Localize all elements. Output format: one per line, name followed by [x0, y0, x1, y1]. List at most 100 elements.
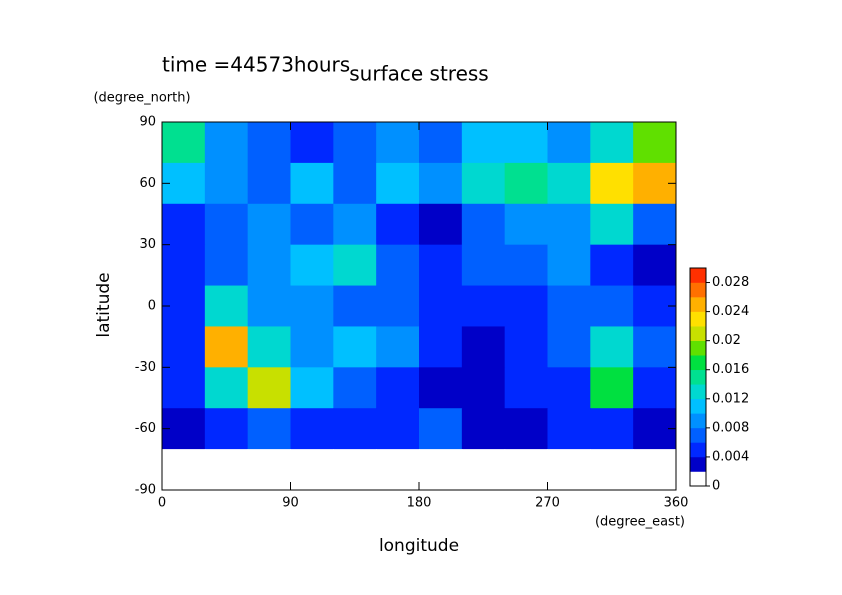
cell [290, 203, 334, 246]
cell [333, 449, 377, 491]
cell [290, 408, 334, 450]
cell [290, 162, 334, 205]
cell [547, 326, 591, 368]
cell [504, 244, 548, 287]
cell [461, 285, 506, 327]
cell [504, 367, 548, 409]
cell [547, 244, 591, 287]
colorbar-swatch [690, 398, 706, 414]
cell [247, 203, 291, 246]
cell [204, 162, 249, 205]
cell [162, 367, 206, 409]
cell [247, 285, 291, 327]
y-tick-label: 30 [139, 237, 156, 252]
cell [633, 326, 677, 368]
cell [204, 244, 249, 287]
cell [376, 326, 420, 368]
cell [461, 122, 506, 164]
y-tick-label: 60 [139, 176, 156, 191]
colorbar-tick-label: 0.02 [712, 333, 741, 348]
cell [504, 408, 548, 450]
cell [247, 122, 291, 164]
x-axis-title: longitude [379, 536, 459, 556]
colorbar-swatch [690, 311, 706, 327]
cell [290, 244, 334, 287]
cell [247, 367, 291, 409]
cell [590, 122, 634, 164]
cell [547, 285, 591, 327]
colorbar-swatch [690, 471, 706, 487]
cell [162, 244, 206, 287]
cell [461, 408, 506, 450]
cell [590, 244, 634, 287]
cell [461, 203, 506, 246]
y-tick-label: -90 [135, 483, 156, 498]
colorbar-swatch [690, 456, 706, 472]
cell [290, 122, 334, 164]
cell [376, 162, 420, 205]
x-tick-label: 180 [407, 496, 432, 511]
cell [590, 326, 634, 368]
cell [162, 326, 206, 368]
cell [376, 203, 420, 246]
cell [419, 408, 463, 450]
cell [204, 449, 249, 491]
cell [290, 285, 334, 327]
cell [376, 244, 420, 287]
cell [333, 285, 377, 327]
y-tick-label: -60 [135, 421, 156, 436]
cell [633, 244, 677, 287]
cell [376, 122, 420, 164]
cell [547, 367, 591, 409]
colorbar-swatch [690, 268, 706, 283]
cell [547, 408, 591, 450]
colorbar-tick-label: 0 [712, 479, 720, 494]
colorbar-tick-label: 0.024 [712, 304, 749, 319]
y-axis-title: latitude [94, 272, 114, 337]
colorbar-swatch [690, 282, 706, 298]
cell [204, 122, 249, 164]
chart-title: surface stress [349, 62, 488, 86]
colorbar-tick-label: 0.004 [712, 449, 749, 464]
cell [162, 122, 206, 164]
cell [633, 203, 677, 246]
cell [204, 408, 249, 450]
cell [547, 203, 591, 246]
cell [633, 367, 677, 409]
cell [419, 326, 463, 368]
colorbar-tick-label: 0.016 [712, 362, 749, 377]
cell [333, 122, 377, 164]
cell [461, 244, 506, 287]
cell [419, 449, 463, 491]
colorbar-frame [689, 267, 707, 487]
cell [333, 203, 377, 246]
cell [590, 203, 634, 246]
colorbar-swatch [690, 442, 706, 458]
cell [419, 162, 463, 205]
x-unit: (degree_east) [595, 515, 685, 530]
cell [247, 326, 291, 368]
cell [247, 449, 291, 491]
cell [590, 408, 634, 450]
axes: 0 90 180 270 360 -90 -60 -30 0 30 60 90 0 0.004 0.008 0… [135, 115, 749, 511]
cell [547, 122, 591, 164]
cell [204, 203, 249, 246]
colorbar-swatch [690, 413, 706, 429]
cell [333, 367, 377, 409]
cell [162, 203, 206, 246]
cell [333, 326, 377, 368]
y-tick-label: 0 [148, 299, 156, 314]
y-unit: (degree_north) [93, 91, 190, 106]
cell [590, 449, 634, 491]
cell [376, 285, 420, 327]
cell [419, 244, 463, 287]
cell [376, 449, 420, 491]
y-tick-label: -30 [135, 360, 156, 375]
cell [590, 285, 634, 327]
colorbar-swatch [690, 427, 706, 443]
cell [376, 408, 420, 450]
cell [247, 162, 291, 205]
x-tick-label: 90 [282, 496, 299, 511]
cell [461, 367, 506, 409]
cell [247, 244, 291, 287]
